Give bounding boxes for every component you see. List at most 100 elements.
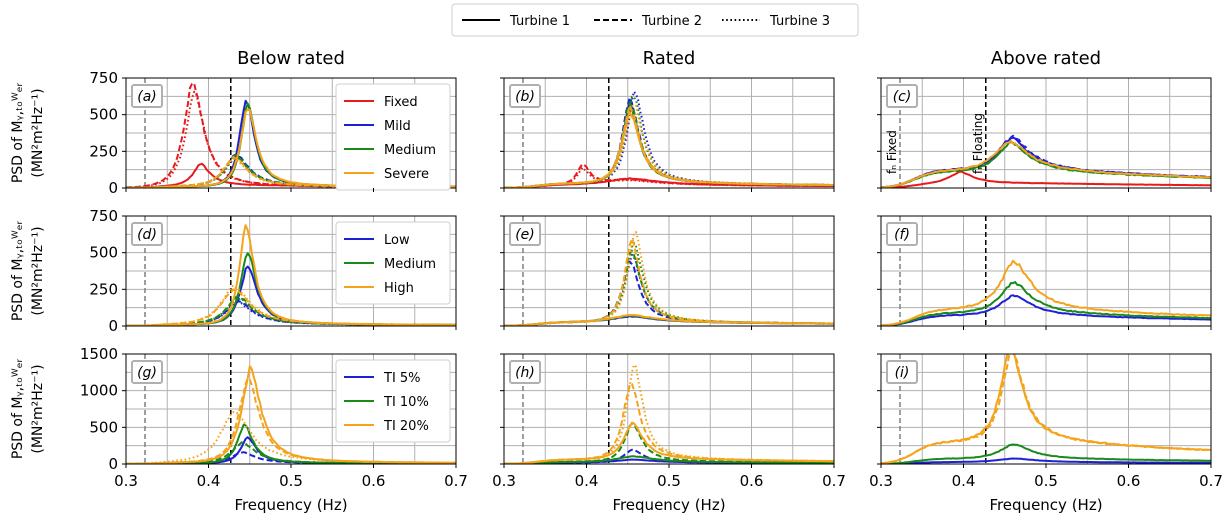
series-legend-label: Severe <box>384 167 429 182</box>
panel-label: (h) <box>515 365 535 381</box>
y-axis-label-line2: (MN²m²Hz⁻¹) <box>30 226 46 315</box>
series-curve-ti-20--turbine-3 <box>126 411 456 464</box>
y-tick-label: 0 <box>108 179 118 197</box>
series-curve-severe-turbine-1 <box>881 139 1211 188</box>
series-curve-severe-turbine-3 <box>126 157 456 188</box>
series-curve-ti-20--turbine-3 <box>504 363 834 464</box>
column-titles: Below rated Rated Above rated <box>237 48 1101 69</box>
x-tick-label: 0.6 <box>740 472 764 490</box>
panel-i: (i) 0.3 0.4 0.5 0.6 0.7 Frequency (Hz) <box>869 353 1223 514</box>
style-legend-label: Turbine 3 <box>769 14 830 29</box>
x-axis-label: Frequency (Hz) <box>989 496 1102 514</box>
series-legend-label: TI 20% <box>383 419 429 434</box>
y-tick-label: 250 <box>89 142 118 160</box>
floating-frequency-annotation: fₙ Floating <box>971 113 985 174</box>
panel-f: (f) <box>877 215 1212 330</box>
x-tick-label: 0.3 <box>492 472 516 490</box>
panel-label: (c) <box>893 89 912 105</box>
panel-e: (e) <box>500 215 835 330</box>
y-tick-label: 500 <box>89 244 118 262</box>
series-legend-label: TI 10% <box>383 395 429 410</box>
style-legend-label: Turbine 2 <box>641 14 702 29</box>
y-tick-label: 750 <box>89 207 118 225</box>
panel-curves <box>881 259 1211 326</box>
series-legend-label: Fixed <box>384 95 418 110</box>
series-curve-ti-5--turbine-1 <box>881 457 1211 464</box>
panel-label-box <box>131 360 163 384</box>
y-tick-label: 250 <box>89 280 118 298</box>
panel-a: (a) Fixed Mild Medium Severe 0 250 500 750 <box>89 69 457 197</box>
panel-label: (f) <box>894 227 910 243</box>
panel-curves <box>504 90 834 188</box>
y-tick-label: 500 <box>89 106 118 124</box>
x-tick-label: 0.3 <box>114 472 138 490</box>
y-axis-label-line1: PSD of Mᵧ,ₜₒᵂₑᵣ <box>10 220 26 321</box>
series-curve-ti-20--turbine-2 <box>881 354 1211 464</box>
x-tick-label: 0.7 <box>1199 472 1223 490</box>
series-curve-ti-10--turbine-2 <box>504 422 834 464</box>
panel-curves <box>881 134 1211 188</box>
panel-label-box <box>131 222 163 246</box>
series-curve-ti-20--turbine-2 <box>126 377 456 464</box>
y-axis-label-line2: (MN²m²Hz⁻¹) <box>30 364 46 453</box>
panel-label: (a) <box>137 89 157 105</box>
x-tick-label: 0.5 <box>279 472 303 490</box>
panel-d: (d) Low Medium High 0 250 500 750 <box>89 207 457 335</box>
panel-label: (d) <box>137 227 157 243</box>
series-legend-label: TI 5% <box>383 371 421 386</box>
x-axis-label: Frequency (Hz) <box>234 496 347 514</box>
panel-curves <box>881 354 1211 464</box>
series-legend-label: Medium <box>384 143 436 158</box>
panel-label-box <box>886 222 918 246</box>
series-curve-low-turbine-1 <box>881 294 1211 326</box>
series-legend-label: High <box>384 281 414 296</box>
panel-h: (h) 0.3 0.4 0.5 0.6 0.7 Frequency (Hz) <box>492 353 846 514</box>
style-legend-label: Turbine 1 <box>509 14 570 29</box>
panel-label: (e) <box>515 227 535 243</box>
series-curve-high-turbine-1 <box>881 259 1211 326</box>
fixed-frequency-annotation: fₙ Fixed <box>885 130 899 174</box>
series-legend-label: Mild <box>384 119 411 134</box>
y-tick-label: 0 <box>108 455 118 473</box>
series-curve-fixed-turbine-1 <box>881 170 1211 188</box>
panel-grid: (a) Fixed Mild Medium Severe 0 250 500 750 (b) (c)… <box>10 69 1223 514</box>
panel-curves <box>504 231 834 326</box>
y-tick-label: 1500 <box>80 345 118 363</box>
series-curve-severe-turbine-3 <box>504 103 834 188</box>
column-title: Below rated <box>237 48 345 69</box>
y-tick-label: 0 <box>108 317 118 335</box>
panel-g: (g) TI 5% TI 10% TI 20% 0 500 1000 1500 0.3 0.4 0.… <box>80 345 468 514</box>
y-axis-label-line1: PSD of Mᵧ,ₜₒᵂₑᵣ <box>10 358 26 459</box>
series-legend-label: Low <box>384 233 410 248</box>
series-legend-frame <box>335 221 451 305</box>
y-tick-label: 500 <box>89 418 118 436</box>
panel-label-box <box>886 360 918 384</box>
panel-label: (b) <box>515 89 535 105</box>
series-legend-frame <box>335 83 451 191</box>
x-tick-label: 0.7 <box>822 472 846 490</box>
series-curve-medium-turbine-1 <box>881 281 1211 326</box>
x-tick-label: 0.4 <box>575 472 599 490</box>
x-axis-label: Frequency (Hz) <box>612 496 725 514</box>
panel-curves <box>504 363 834 464</box>
series-curve-high-turbine-3 <box>504 231 834 326</box>
y-tick-label: 1000 <box>80 382 118 400</box>
x-tick-label: 0.6 <box>1117 472 1141 490</box>
style-legend-frame <box>451 3 859 37</box>
panel-label: (i) <box>895 365 910 381</box>
turbine-style-legend: Turbine 1 Turbine 2 Turbine 3 <box>451 3 859 37</box>
series-curve-fixed-turbine-3 <box>126 90 456 188</box>
x-tick-label: 0.3 <box>869 472 893 490</box>
panel-c: (c) fₙ Fixed fₙ Floating <box>877 77 1212 192</box>
series-curve-high-turbine-3 <box>126 284 456 326</box>
x-tick-label: 0.4 <box>952 472 976 490</box>
panel-label-box <box>509 222 541 246</box>
panel-curves <box>126 365 456 464</box>
panel-label-box <box>886 84 918 108</box>
panel-label: (g) <box>137 365 157 381</box>
y-axis-label-line1: PSD of Mᵧ,ₜₒᵂₑᵣ <box>10 82 26 183</box>
panel-label-box <box>509 360 541 384</box>
x-tick-label: 0.5 <box>657 472 681 490</box>
panel-b: (b) <box>500 77 835 192</box>
x-tick-label: 0.7 <box>444 472 468 490</box>
